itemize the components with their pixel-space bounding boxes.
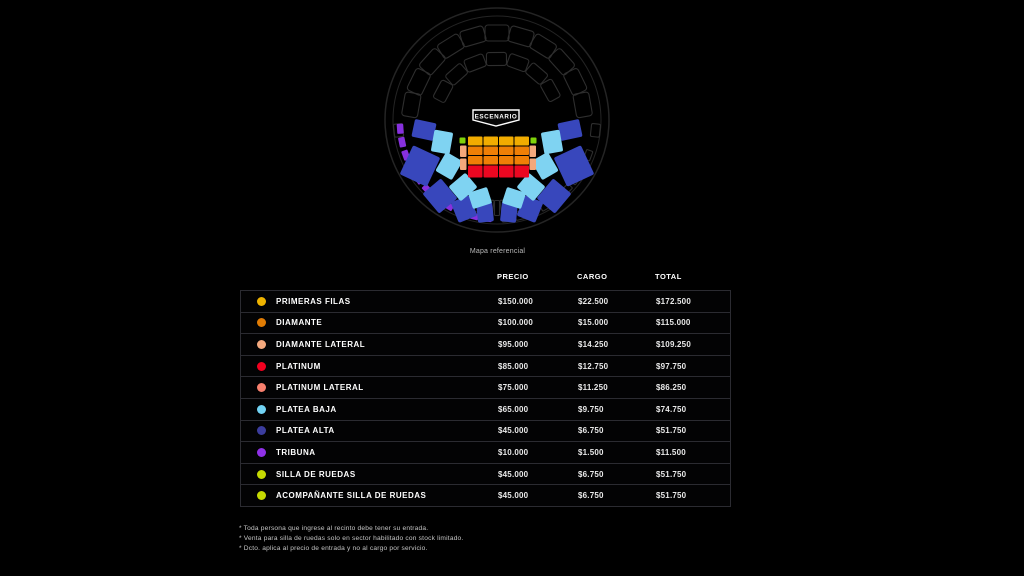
charge-value: $6.750 [578, 491, 604, 501]
category-name: DIAMANTE [276, 318, 323, 328]
table-row: SILLA DE RUEDAS $45.000 $6.750 $51.750 [240, 462, 731, 486]
pricing-table-header: PRECIO CARGO TOTAL [240, 269, 731, 283]
total-value: $51.750 [656, 491, 687, 501]
arena-colored-sections [396, 119, 594, 223]
footnote: * Venta para silla de ruedas solo en sec… [239, 535, 464, 543]
category-name: PLATINUM [276, 361, 321, 371]
category-color-dot [257, 491, 266, 501]
price-value: $100.000 [498, 318, 533, 328]
column-header-precio: PRECIO [497, 271, 529, 281]
category-color-dot [257, 361, 266, 371]
charge-value: $14.250 [578, 339, 609, 349]
table-row: PLATINUM LATERAL $75.000 $11.250 $86.250 [240, 376, 731, 399]
table-row: TRIBUNA $10.000 $1.500 $11.500 [240, 441, 731, 464]
category-color-dot [257, 426, 266, 436]
total-value: $74.750 [656, 404, 687, 414]
total-value: $172.500 [656, 296, 691, 306]
pricing-table-body: PRIMERAS FILAS $150.000 $22.500 $172.500… [240, 290, 731, 507]
map-caption: Mapa referencial [469, 248, 526, 255]
category-color-dot [257, 296, 266, 306]
category-name: DIAMANTE LATERAL [276, 339, 366, 349]
price-value: $75.000 [498, 383, 529, 393]
category-name: PRIMERAS FILAS [276, 296, 351, 306]
category-color-dot [257, 339, 266, 349]
charge-value: $6.750 [578, 469, 604, 479]
price-value: $65.000 [498, 404, 529, 414]
price-value: $150.000 [498, 296, 533, 306]
charge-value: $9.750 [578, 404, 604, 414]
table-row: ACOMPAÑANTE SILLA DE RUEDAS $45.000 $6.7… [240, 484, 731, 507]
price-value: $95.000 [498, 339, 529, 349]
venue-map-area: ESCENARIO Mapa referencial [380, 6, 615, 255]
price-value: $45.000 [498, 426, 529, 436]
price-value: $45.000 [498, 469, 529, 479]
table-row: PRIMERAS FILAS $150.000 $22.500 $172.500 [240, 290, 731, 313]
price-value: $45.000 [498, 491, 529, 501]
charge-value: $12.750 [578, 361, 609, 371]
price-value: $85.000 [498, 361, 529, 371]
table-row: DIAMANTE LATERAL $95.000 $14.250 $109.25… [240, 333, 731, 356]
category-name: ACOMPAÑANTE SILLA DE RUEDAS [276, 491, 427, 501]
pricing-table: PRECIO CARGO TOTAL PRIMERAS FILAS $150.0… [240, 269, 731, 507]
total-value: $97.750 [656, 361, 687, 371]
charge-value: $22.500 [578, 296, 609, 306]
charge-value: $6.750 [578, 426, 604, 436]
category-name: SILLA DE RUEDAS [276, 469, 356, 479]
venue-map: ESCENARIO [384, 7, 610, 233]
table-row: PLATEA ALTA $45.000 $6.750 $51.750 [240, 419, 731, 443]
total-value: $11.500 [656, 447, 686, 457]
charge-value: $15.000 [578, 318, 609, 328]
category-color-dot [257, 383, 266, 393]
category-color-dot [257, 404, 266, 414]
category-color-dot [257, 469, 266, 479]
stage-badge: ESCENARIO [472, 109, 520, 127]
category-color-dot [257, 318, 266, 328]
price-value: $10.000 [498, 447, 529, 457]
stage-label: ESCENARIO [475, 114, 518, 121]
column-header-cargo: CARGO [577, 271, 608, 281]
footnote: * Dcto. aplica al precio de entrada y no… [239, 545, 428, 553]
category-color-dot [257, 447, 266, 457]
category-name: PLATEA BAJA [276, 404, 337, 414]
charge-value: $11.250 [578, 383, 608, 393]
total-value: $86.250 [656, 383, 687, 393]
total-value: $115.000 [656, 318, 691, 328]
category-name: TRIBUNA [276, 447, 316, 457]
footnote: * Toda persona que ingrese al recinto de… [239, 525, 429, 532]
arena-floor-grid [459, 136, 537, 178]
charge-value: $1.500 [578, 447, 604, 457]
category-name: PLATEA ALTA [276, 426, 335, 436]
total-value: $51.750 [656, 426, 687, 436]
total-value: $51.750 [656, 469, 687, 479]
table-row: DIAMANTE $100.000 $15.000 $115.000 [240, 311, 731, 335]
total-value: $109.250 [656, 339, 691, 349]
category-name: PLATINUM LATERAL [276, 383, 364, 393]
footnotes: * Toda persona que ingrese al recinto de… [239, 524, 463, 555]
column-header-total: TOTAL [655, 271, 682, 281]
table-row: PLATEA BAJA $65.000 $9.750 $74.750 [240, 397, 731, 421]
table-row: PLATINUM $85.000 $12.750 $97.750 [240, 354, 731, 378]
